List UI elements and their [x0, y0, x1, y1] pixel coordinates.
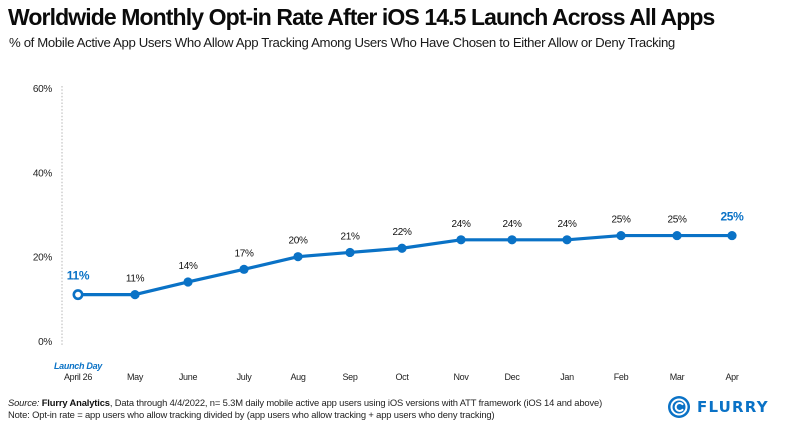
data-point: [130, 290, 140, 300]
x-tick-label: Feb: [614, 372, 629, 382]
data-label: 24%: [451, 219, 471, 230]
data-point: [397, 243, 407, 253]
y-tick-label: 60%: [33, 84, 53, 95]
flurry-swirl-icon: [668, 396, 690, 418]
y-tick-label: 20%: [33, 253, 53, 264]
data-label: 21%: [340, 231, 360, 242]
data-point: [562, 235, 572, 245]
data-label: 24%: [502, 219, 522, 230]
x-tick-label: Apr: [725, 372, 738, 382]
y-axis: 0% 20% 40% 60%: [33, 84, 63, 348]
chart-title: Worldwide Monthly Opt-in Rate After iOS …: [8, 4, 715, 30]
y-tick-label: 40%: [33, 168, 53, 179]
x-tick-label: Sep: [342, 372, 357, 382]
data-label: 20%: [288, 236, 308, 247]
line-chart: 0% 20% 40% 60% April 26 May June July Aug Sep Oct…: [33, 84, 745, 382]
x-tick-label: Jan: [560, 372, 574, 382]
data-label: 22%: [392, 227, 412, 238]
data-point: [672, 230, 682, 241]
x-tick-label: May: [127, 372, 144, 382]
series-opt-in-rate: 11% 11% 14% 17% 20% 21% 22% 24% 24% 24% 25% 25% 25%: [67, 210, 744, 301]
data-label: 24%: [557, 219, 577, 230]
x-tick-label: June: [179, 372, 198, 382]
source-line: Source: Flurry Analytics, Data through 4…: [8, 397, 602, 409]
data-point-launch: [72, 289, 84, 301]
data-label: 11%: [67, 269, 90, 283]
data-label: 14%: [178, 261, 198, 272]
source-details: , Data through 4/4/2022, n= 5.3M daily m…: [109, 397, 603, 408]
data-label: 25%: [667, 215, 687, 226]
data-label: 25%: [720, 210, 744, 224]
x-axis: April 26 May June July Aug Sep Oct Nov Dec Jan Feb…: [54, 361, 739, 382]
source-name: Flurry Analytics: [41, 397, 110, 408]
data-point: [293, 252, 303, 262]
data-point: [239, 264, 249, 274]
data-point: [616, 230, 626, 241]
launch-day-annotation: Launch Day: [54, 361, 103, 371]
series-line: [76, 233, 734, 297]
flurry-logo: FLURRY: [667, 395, 769, 419]
data-label: 17%: [234, 248, 254, 259]
x-tick-label: April 26: [64, 372, 92, 382]
note-line: Note: Opt-in rate = app users who allow …: [8, 409, 495, 420]
x-tick-label: Nov: [453, 372, 469, 382]
data-point: [456, 235, 466, 245]
x-tick-label: July: [237, 372, 253, 382]
data-label: 25%: [611, 215, 631, 226]
data-point: [727, 230, 737, 241]
source-prefix: Source:: [8, 397, 42, 408]
data-point: [183, 277, 193, 287]
data-point: [507, 235, 517, 245]
logo-text: FLURRY: [697, 398, 769, 416]
data-point: [345, 247, 355, 258]
x-tick-label: Dec: [504, 372, 520, 382]
x-tick-label: Mar: [670, 372, 685, 382]
x-tick-label: Oct: [395, 372, 409, 382]
y-tick-label: 0%: [38, 337, 52, 348]
data-label: 11%: [126, 274, 145, 285]
x-tick-label: Aug: [290, 372, 305, 382]
chart-subtitle: % of Mobile Active App Users Who Allow A…: [9, 35, 675, 50]
chart-footer: Source: Flurry Analytics, Data through 4…: [8, 397, 602, 421]
